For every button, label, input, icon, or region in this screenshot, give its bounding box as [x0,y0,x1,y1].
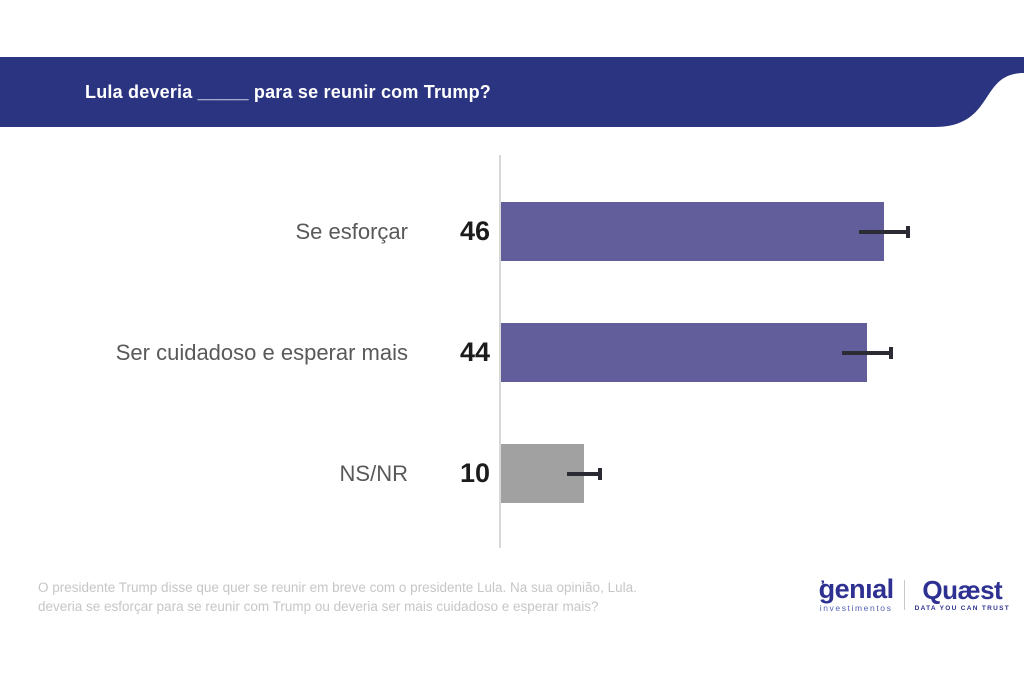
genial-wordmark: ’’ genıal [818,574,895,604]
header-band [0,57,1024,127]
quaest-logo: Quæst DATA YOU CAN TRUST [915,577,1010,612]
logo-divider [903,579,905,610]
bar-value: 44 [459,337,490,367]
quaest-tagline: DATA YOU CAN TRUST [914,605,1010,612]
chart-axis-line [499,155,501,548]
bar-label: Ser cuidadoso e esperar mais [115,339,408,365]
footnote-line-2: deveria se esforçar para se reunir com T… [38,599,599,614]
error-bar [859,229,909,234]
genial-logo-mark: ’’ [820,578,825,592]
genial-tagline: investimentos [819,603,893,613]
error-bar-cap [598,467,602,480]
bar [501,202,884,261]
bar-value: 10 [459,458,490,488]
bar-label: NS/NR [339,460,408,486]
error-bar [567,471,601,476]
bar-value: 46 [459,216,490,246]
chart-question-title: Lula deveria _____ para se reunir com Tr… [85,81,491,102]
bar [501,323,867,382]
error-bar-cap [889,346,893,359]
error-bar [842,350,892,355]
error-bar-cap [906,225,910,238]
footnote-line-1: O presidente Trump disse que quer se reu… [38,580,637,595]
survey-question-footnote: O presidente Trump disse que quer se reu… [38,578,758,616]
quaest-wordmark: Quæst [922,575,1003,605]
bar-label: Se esforçar [295,218,409,244]
brand-logos: ’’ genıal investimentos Quæst DATA YOU C… [818,574,1010,614]
genial-logo: ’’ genıal investimentos [818,574,895,614]
